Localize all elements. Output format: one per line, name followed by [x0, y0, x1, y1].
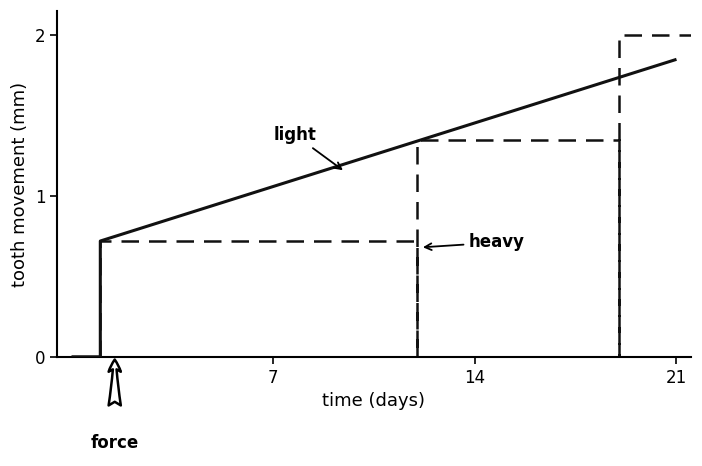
Y-axis label: tooth movement (mm): tooth movement (mm): [11, 82, 29, 287]
Text: light: light: [273, 126, 341, 169]
Text: heavy: heavy: [425, 233, 525, 252]
X-axis label: time (days): time (days): [322, 392, 425, 410]
Text: force: force: [91, 434, 139, 452]
